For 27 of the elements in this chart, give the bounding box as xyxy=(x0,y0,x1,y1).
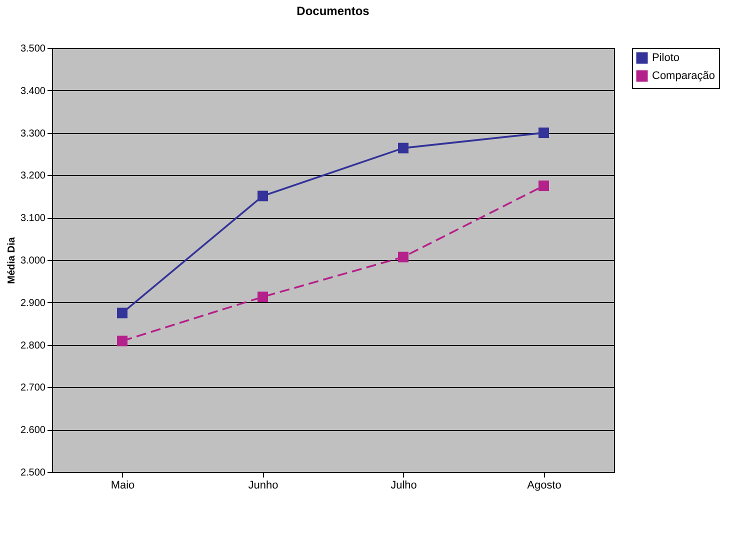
y-tick-label: 3.200 xyxy=(20,170,46,182)
point xyxy=(398,142,408,154)
y-tick-label: 2.600 xyxy=(20,425,46,436)
y-tick-label: 2.800 xyxy=(20,340,46,352)
y-tick-label: 3.100 xyxy=(20,213,46,224)
y-tick-label: 2.900 xyxy=(20,298,46,309)
y-tick-label: 2.500 xyxy=(20,468,46,478)
chart-title: Documentos xyxy=(296,4,370,18)
y-tick-label: 3.400 xyxy=(20,86,46,97)
y-axis-title: Média Dia xyxy=(6,236,18,284)
x-tick-label: Maio xyxy=(110,480,135,492)
point xyxy=(538,128,549,138)
point xyxy=(398,252,408,262)
point xyxy=(258,190,268,202)
point xyxy=(538,180,549,192)
y-tick-label: 3.000 xyxy=(20,256,46,266)
legend-label: Comparação xyxy=(652,70,715,82)
x-tick-label: Julho xyxy=(390,480,417,492)
y-tick-label: 3.500 xyxy=(20,44,46,54)
point xyxy=(117,336,128,346)
y-tick-label: 3.300 xyxy=(20,128,46,140)
x-tick-label: Junho xyxy=(248,480,278,492)
point xyxy=(117,308,128,318)
y-tick-label: 2.700 xyxy=(20,382,46,394)
legend-label: Piloto xyxy=(652,52,680,64)
point xyxy=(258,292,268,302)
x-tick-label: Agosto xyxy=(527,480,562,492)
